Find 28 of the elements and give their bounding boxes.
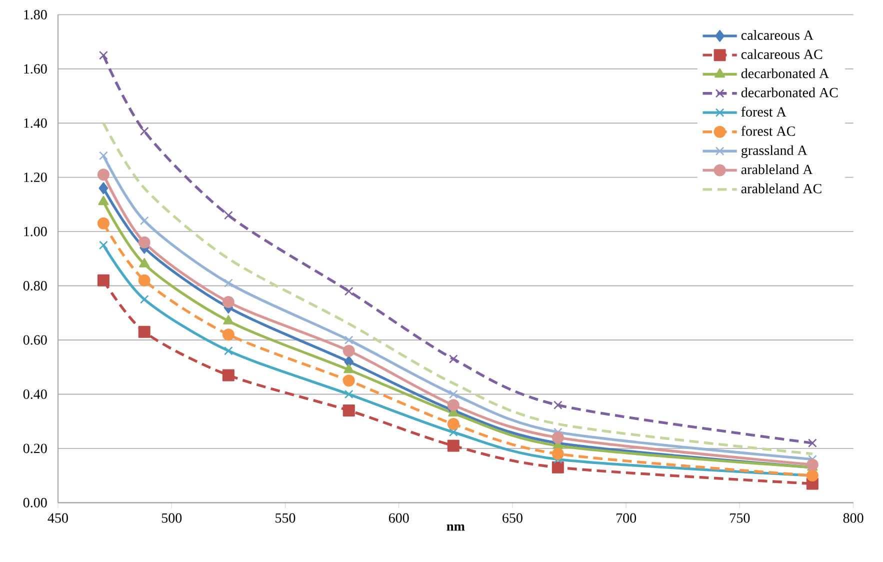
x-tick-label: 600 — [388, 513, 409, 523]
y-tick-label: 1.80 — [24, 10, 47, 20]
x-tick-label: 750 — [730, 513, 750, 523]
legend-label: forest AC — [741, 126, 795, 136]
y-tick-label: 0.00 — [23, 498, 47, 508]
y-tick-label: 0.40 — [23, 389, 47, 399]
legend-label: arableland A — [741, 164, 813, 174]
x-axis-title: nm — [446, 524, 465, 531]
y-tick-label: 1.40 — [24, 118, 47, 128]
legend-label: calcareous AC — [741, 49, 822, 60]
y-tick-label: 0.80 — [23, 281, 47, 291]
legend-label: decarbonated A — [741, 68, 829, 78]
y-tick-label: 1.00 — [24, 226, 47, 236]
x-tick-label: 500 — [162, 513, 182, 523]
legend-label: arableland AC — [741, 184, 822, 194]
x-tick-label: 450 — [48, 513, 68, 523]
x-tick-label: 800 — [843, 513, 864, 523]
x-tick-label: 700 — [616, 513, 636, 523]
y-tick-label: 1.60 — [24, 64, 47, 74]
legend-label: forest A — [741, 106, 786, 117]
x-tick-label: 550 — [276, 513, 296, 523]
y-tick-label: 1.20 — [24, 172, 47, 182]
x-tick-label: 650 — [502, 513, 522, 523]
legend-label: calcareous A — [741, 30, 814, 40]
legend-label: decarbonated AC — [741, 87, 838, 98]
y-tick-label: 0.60 — [23, 335, 47, 345]
legend-label: grassland A — [741, 145, 808, 158]
y-tick-label: 0.20 — [23, 444, 47, 454]
